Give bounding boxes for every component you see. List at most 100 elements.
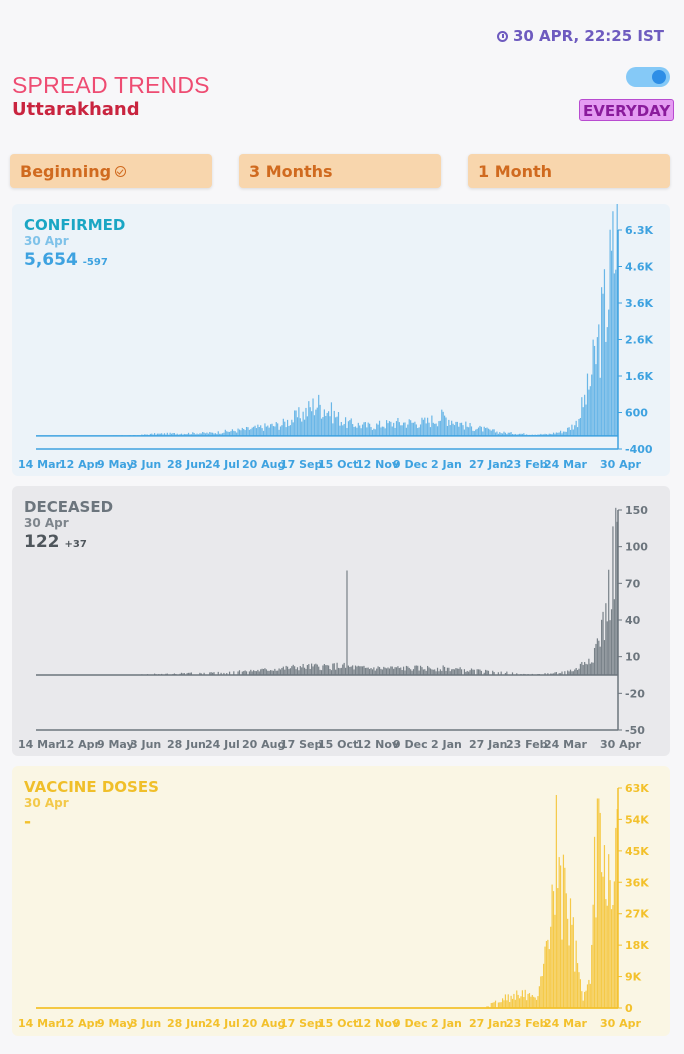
bar <box>494 1000 497 1008</box>
y-tick-label: 10 <box>625 651 641 664</box>
bar <box>419 424 422 436</box>
bar <box>328 411 330 436</box>
bar <box>528 993 531 1008</box>
bar <box>275 670 277 675</box>
bar <box>417 665 419 675</box>
bar <box>434 669 436 675</box>
bar <box>267 670 269 675</box>
bar <box>548 433 550 436</box>
bar <box>547 673 549 675</box>
bar <box>424 417 426 436</box>
bar <box>460 669 463 675</box>
bar <box>284 421 286 436</box>
bar <box>230 431 232 436</box>
bar <box>363 422 365 436</box>
range-1month-button[interactable]: 1 Month <box>468 154 670 188</box>
bar <box>369 423 371 436</box>
bar <box>264 668 266 675</box>
bars <box>39 204 618 436</box>
bar <box>473 669 475 675</box>
bar <box>452 669 454 675</box>
bar <box>400 667 402 675</box>
bar <box>265 669 267 675</box>
y-tick-label: 4.6K <box>625 261 653 274</box>
x-tick-label: 9 May <box>97 1017 134 1030</box>
bar <box>560 673 562 675</box>
timestamp-text: 30 APR, 22:25 IST <box>512 27 664 45</box>
bar <box>315 409 317 436</box>
range-beginning-button[interactable]: Beginning <box>10 154 212 188</box>
confirmed-chart-panel[interactable]: 6.3K 4.6K 3.6K 2.6K 1.6K 600 -400 14 Mar 12 Apr 9… <box>12 204 670 476</box>
bar <box>534 997 536 1008</box>
bar <box>374 429 376 436</box>
range-3months-button[interactable]: 3 Months <box>239 154 441 188</box>
bar <box>281 667 283 675</box>
bar <box>584 662 586 675</box>
bar <box>381 426 383 436</box>
bar <box>254 670 256 675</box>
bar <box>560 865 562 1008</box>
bar <box>189 434 191 436</box>
bar <box>438 671 440 675</box>
bar <box>562 854 565 1008</box>
bar <box>606 327 608 436</box>
bar <box>394 667 396 675</box>
bar <box>572 671 574 675</box>
bar <box>476 428 478 436</box>
bar <box>551 434 553 436</box>
bar <box>585 990 587 1008</box>
bar <box>405 427 407 436</box>
bar <box>376 668 378 675</box>
bar <box>503 1000 505 1008</box>
bar <box>545 941 548 1008</box>
bar <box>421 417 423 436</box>
bar <box>415 424 417 436</box>
x-tick-label: 9 Dec <box>393 738 428 751</box>
bar <box>234 431 236 436</box>
bar <box>187 672 190 675</box>
bar <box>401 425 403 436</box>
bar <box>394 427 396 436</box>
bar <box>598 798 600 1008</box>
bar <box>425 423 427 436</box>
bar <box>255 671 258 675</box>
bar <box>298 407 300 436</box>
scale-toggle[interactable] <box>626 67 670 87</box>
bar <box>339 668 341 675</box>
bar <box>318 666 320 675</box>
bar <box>272 670 275 675</box>
y-tick-label: 150 <box>625 504 648 517</box>
bar <box>470 668 473 675</box>
bar <box>575 668 577 675</box>
bar <box>360 428 362 436</box>
bar <box>305 407 307 436</box>
bar <box>166 432 168 436</box>
bar <box>533 996 535 1008</box>
bar <box>456 668 458 675</box>
bar <box>599 377 601 436</box>
bar <box>453 669 456 675</box>
x-tick-label: 14 Mar <box>18 458 62 471</box>
deceased-chart-panel[interactable]: 150 100 70 40 10 -20 -50 14 Mar 12 Apr 9 May 3 Jun… <box>12 486 670 756</box>
bar <box>531 994 533 1008</box>
bar <box>371 429 374 436</box>
bar <box>551 884 553 1008</box>
bar <box>558 673 560 675</box>
bar <box>233 671 235 675</box>
everyday-mode-badge[interactable]: EVERYDAY <box>579 99 675 121</box>
bar <box>213 672 215 675</box>
bar <box>424 669 426 675</box>
bar <box>270 670 272 675</box>
bar <box>465 671 467 675</box>
bar <box>228 431 231 436</box>
bar <box>203 432 205 436</box>
bar <box>592 904 594 1008</box>
bar <box>557 432 559 436</box>
vaccine-chart-panel[interactable]: 63K 54K 45K 36K 27K 18K 9K 0 14 Mar 12 Apr 9 May 3 … <box>12 766 670 1036</box>
x-tick-label: 15 Oct <box>318 1017 358 1030</box>
bar <box>483 426 485 436</box>
bar <box>496 431 498 436</box>
bar <box>390 666 392 675</box>
bar <box>592 339 594 436</box>
bar <box>278 429 280 436</box>
